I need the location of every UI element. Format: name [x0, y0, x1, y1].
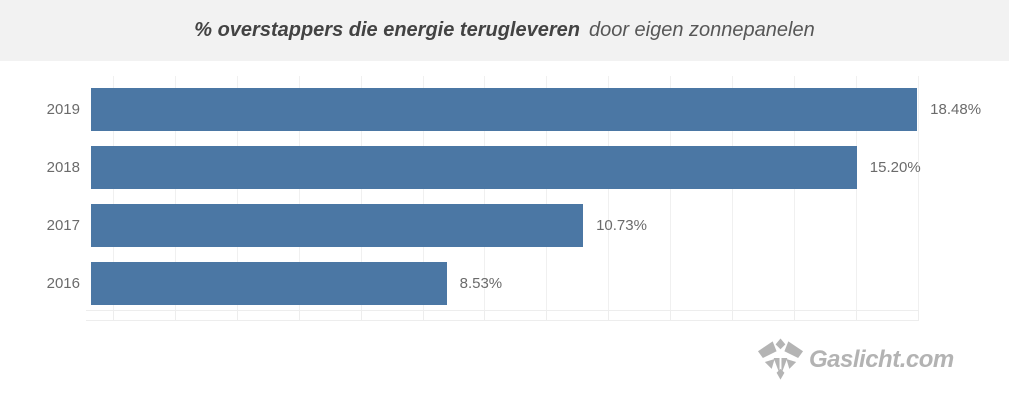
category-label-2018: 2018 [46, 159, 80, 176]
chart-title-emphasis: % overstappers die energie terugleveren [194, 19, 580, 41]
axis-tick [174, 311, 176, 320]
bar-row-2016: 8.53% [91, 262, 918, 305]
axis-tick [793, 311, 795, 320]
category-label-2016: 2016 [46, 275, 80, 292]
axis-tick [546, 311, 548, 320]
firefly-icon [757, 338, 804, 380]
bar-row-2018: 15.20% [91, 146, 921, 189]
logo-text: Gaslicht.com [809, 346, 954, 373]
gridline [793, 76, 795, 310]
bar-row-2019: 18.48% [91, 88, 981, 131]
axis-tick [360, 311, 362, 320]
gridline [732, 76, 733, 310]
value-label-2016: 8.53% [459, 275, 503, 292]
axis-tick [855, 311, 857, 320]
axis-tick [917, 311, 919, 320]
x-axis-strip [86, 310, 919, 321]
category-label-2017: 2017 [46, 217, 80, 234]
bar-2016 [91, 262, 447, 305]
bar-2017 [91, 204, 584, 247]
axis-tick [484, 311, 486, 320]
gridline [298, 76, 300, 310]
gridline [360, 76, 362, 310]
axis-tick [608, 311, 610, 320]
gridline [113, 76, 114, 310]
plot-area: 18.48% 15.20% 10.73% 8.53% [91, 76, 981, 310]
bar-row-2017: 10.73% [91, 204, 918, 247]
axis-tick [298, 311, 300, 320]
bar-2018 [91, 146, 857, 189]
gridline [422, 76, 424, 310]
bar-2019 [91, 88, 918, 131]
axis-tick [422, 311, 424, 320]
value-label-2018: 15.20% [869, 159, 921, 176]
axis-tick [236, 311, 238, 320]
gridline [608, 76, 610, 310]
axis-tick [670, 311, 672, 320]
gridline [917, 76, 919, 310]
gridline [670, 76, 672, 310]
chart-title-rest: door eigen zonnepanelen [588, 19, 815, 41]
gaslicht-logo: Gaslicht.com [757, 338, 954, 382]
gridline [174, 76, 176, 310]
axis-tick [113, 311, 114, 320]
gridline [484, 76, 486, 310]
axis-tick [731, 311, 733, 320]
chart-title: % overstappers die energie terugleveren d… [194, 19, 814, 42]
gridline [236, 76, 238, 310]
value-label-2019: 18.48% [930, 101, 982, 118]
gridline [546, 76, 548, 310]
value-label-2017: 10.73% [596, 217, 647, 234]
gridline [855, 76, 857, 310]
category-label-2019: 2019 [46, 101, 80, 118]
chart-header: % overstappers die energie terugleveren d… [0, 0, 1009, 61]
